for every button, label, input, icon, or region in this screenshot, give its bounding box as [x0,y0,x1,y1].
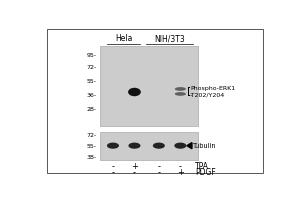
Ellipse shape [107,143,119,149]
Text: 72-: 72- [86,133,97,138]
Text: NIH/3T3: NIH/3T3 [154,34,185,43]
Bar [100,46,198,126]
Text: -: - [112,168,115,177]
Text: -: - [179,162,182,171]
Ellipse shape [175,87,186,91]
Text: 28-: 28- [87,107,97,112]
Text: -: - [112,162,115,171]
Ellipse shape [175,92,186,96]
Ellipse shape [128,88,141,96]
Text: 55-: 55- [87,79,97,84]
Bar [100,132,198,160]
Text: TPA: TPA [196,162,209,171]
Ellipse shape [153,143,165,149]
Ellipse shape [174,143,186,149]
Text: Hela: Hela [115,34,132,43]
Text: PDGF: PDGF [196,168,216,177]
Text: +: + [131,162,138,171]
Text: Tubulin: Tubulin [193,143,217,149]
Polygon shape [187,143,192,149]
Text: 55-: 55- [87,144,97,149]
Text: 72-: 72- [86,65,97,70]
Text: 95-: 95- [87,53,97,58]
Text: -: - [158,168,160,177]
Text: 38-: 38- [87,155,97,160]
Text: +: + [177,168,184,177]
Text: -: - [133,168,136,177]
Text: -: - [158,162,160,171]
Ellipse shape [128,143,140,149]
Text: Phospho-ERK1
-T202/Y204: Phospho-ERK1 -T202/Y204 [190,86,235,97]
Text: 36-: 36- [87,93,97,98]
